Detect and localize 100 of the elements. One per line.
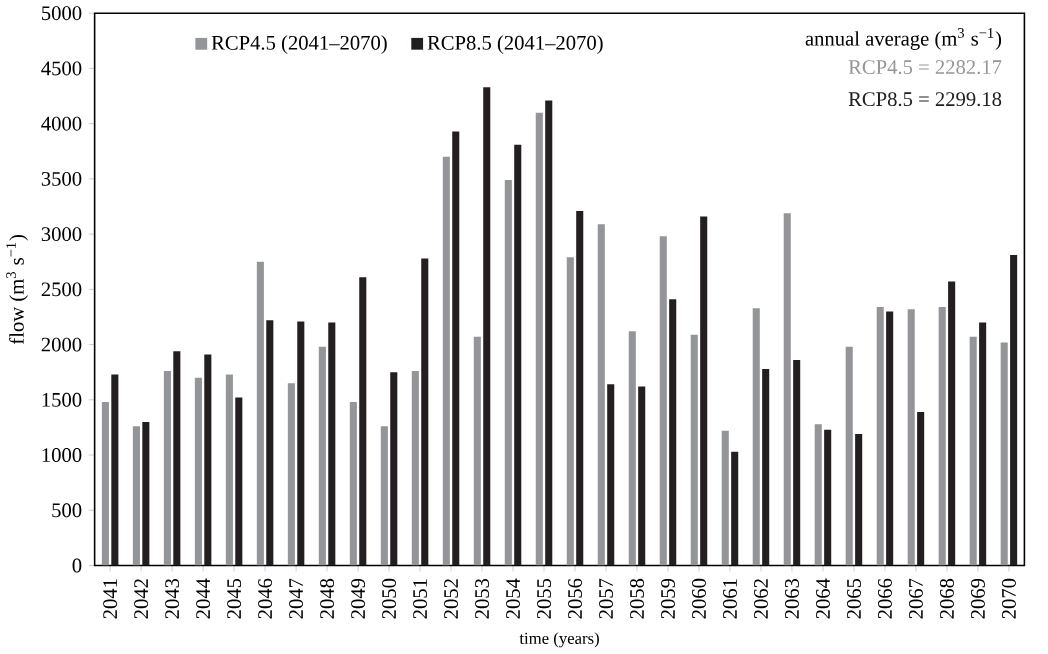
x-tick-label: 2048 bbox=[320, 579, 335, 619]
x-tick-label: 2057 bbox=[599, 578, 613, 619]
bar bbox=[132, 426, 140, 566]
bar bbox=[907, 309, 915, 566]
x-tick-label: 2043 bbox=[165, 579, 180, 619]
x-tick-label: 2049 bbox=[351, 579, 366, 619]
bar bbox=[287, 383, 295, 566]
bar bbox=[142, 422, 150, 566]
y-tick-label: 1500 bbox=[42, 393, 82, 408]
x-tick-label: 2069 bbox=[970, 579, 985, 619]
bar bbox=[917, 412, 925, 566]
x-tick-label: 2046 bbox=[258, 578, 273, 619]
bar bbox=[855, 434, 863, 566]
bar bbox=[731, 451, 739, 566]
x-tick-label: 2070 bbox=[1001, 579, 1016, 619]
bar bbox=[545, 100, 553, 566]
bar bbox=[969, 337, 977, 566]
bar bbox=[1000, 342, 1008, 566]
bar bbox=[504, 180, 512, 566]
annotation: RCP8.5 = 2299.18 bbox=[848, 92, 1002, 107]
x-tick-label: 2045 bbox=[227, 579, 242, 619]
bar bbox=[886, 311, 894, 566]
x-tick-label: 2047 bbox=[289, 578, 304, 619]
x-tick-label: 2060 bbox=[692, 579, 706, 619]
bar bbox=[814, 424, 822, 566]
x-tick-label: 2068 bbox=[939, 579, 954, 619]
x-tick-label: 2058 bbox=[630, 579, 644, 619]
bar bbox=[235, 397, 243, 566]
y-tick-label: 5000 bbox=[42, 6, 82, 21]
bar bbox=[638, 386, 646, 566]
x-tick-label: 2065 bbox=[846, 579, 861, 619]
bar bbox=[204, 354, 212, 566]
bar bbox=[845, 347, 853, 566]
x-tick-label: 2062 bbox=[754, 579, 768, 619]
bar bbox=[752, 308, 760, 566]
bar bbox=[349, 402, 357, 566]
y-tick-label: 4500 bbox=[41, 61, 82, 76]
bar bbox=[824, 429, 832, 566]
legend-label: RCP4.5 (2041–2070) bbox=[211, 35, 387, 55]
bar bbox=[628, 331, 636, 566]
bar bbox=[442, 156, 450, 566]
bar bbox=[597, 224, 605, 566]
bar bbox=[938, 307, 946, 566]
x-tick-label: 2042 bbox=[134, 579, 149, 619]
x-tick-label: 2041 bbox=[103, 579, 118, 619]
bar bbox=[700, 216, 708, 566]
bar bbox=[318, 347, 326, 566]
legend-label: RCP8.5 (2041–2070) bbox=[427, 35, 603, 55]
bar bbox=[101, 402, 109, 566]
bar bbox=[411, 371, 419, 566]
bar bbox=[380, 426, 388, 566]
bar bbox=[359, 277, 367, 566]
x-tick-label: 2052 bbox=[444, 579, 459, 619]
x-tick-label: 2044 bbox=[196, 578, 211, 619]
bar bbox=[690, 334, 698, 566]
bar bbox=[390, 372, 398, 566]
bar bbox=[483, 87, 491, 566]
y-axis-title: flow (m$^{3}$ s$^{−1}$) bbox=[6, 235, 28, 345]
x-tick-label: 2053 bbox=[475, 579, 490, 619]
x-tick-label: 2054 bbox=[506, 578, 521, 619]
bar bbox=[793, 360, 801, 566]
y-tick-label: 4000 bbox=[41, 116, 82, 131]
bar bbox=[256, 261, 264, 566]
bar bbox=[783, 213, 791, 566]
x-tick-label: 2061 bbox=[723, 579, 737, 619]
bar bbox=[452, 131, 460, 566]
annotation: RCP4.5 = 2282.17 bbox=[848, 60, 1002, 75]
bar bbox=[514, 144, 522, 566]
y-tick-label: 2000 bbox=[41, 337, 82, 352]
y-tick-label: 500 bbox=[52, 503, 82, 518]
bar bbox=[225, 374, 233, 566]
y-tick-label: 2500 bbox=[41, 282, 82, 297]
bar bbox=[297, 321, 305, 566]
x-tick-label: 2064 bbox=[816, 578, 830, 619]
bar bbox=[173, 351, 181, 566]
bar bbox=[421, 258, 429, 566]
x-tick-label: 2063 bbox=[785, 579, 799, 619]
bar bbox=[948, 281, 956, 566]
x-tick-label: 2066 bbox=[877, 578, 892, 619]
y-tick-label: 3500 bbox=[41, 172, 82, 187]
bar bbox=[979, 322, 987, 566]
bar bbox=[473, 337, 481, 566]
bar bbox=[266, 320, 274, 566]
bar bbox=[659, 236, 667, 566]
x-axis-title: time (years) bbox=[519, 632, 599, 648]
x-tick-label: 2059 bbox=[661, 579, 675, 619]
bar bbox=[762, 369, 770, 566]
x-tick-label: 2067 bbox=[908, 578, 923, 619]
bar bbox=[163, 371, 171, 566]
x-tick-label: 2056 bbox=[568, 578, 582, 619]
y-tick-label: 1000 bbox=[42, 448, 82, 463]
bar bbox=[566, 257, 574, 566]
bar bbox=[194, 377, 202, 566]
bar bbox=[1010, 255, 1018, 566]
bar bbox=[876, 307, 884, 566]
bar bbox=[721, 430, 729, 566]
bar bbox=[535, 112, 543, 566]
y-tick-label: 3000 bbox=[41, 227, 82, 242]
bar bbox=[111, 374, 119, 566]
bar bbox=[607, 384, 615, 566]
